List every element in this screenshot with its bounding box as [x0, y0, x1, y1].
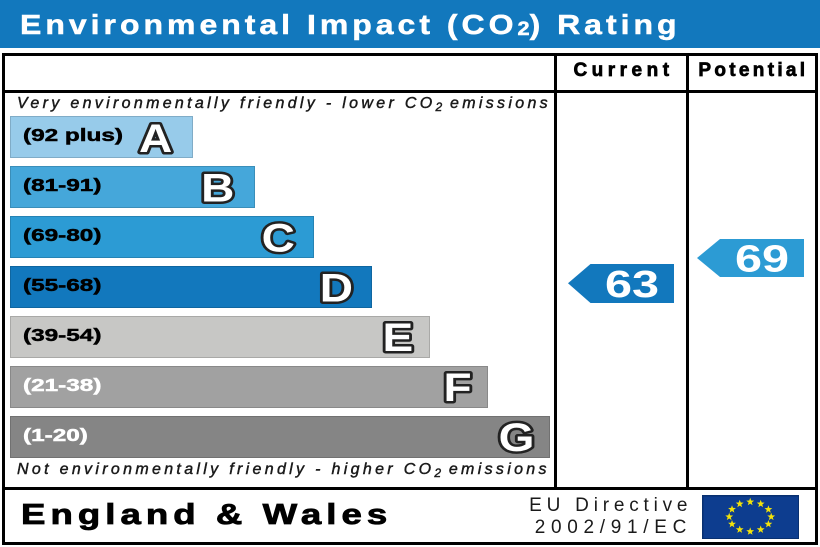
svg-text:A: A: [139, 117, 172, 161]
svg-text:E: E: [383, 316, 414, 360]
svg-text:D: D: [320, 266, 353, 310]
svg-text:F: F: [443, 366, 471, 410]
svg-text:69: 69: [735, 239, 789, 277]
svg-text:G: G: [499, 416, 535, 460]
svg-text:63: 63: [605, 264, 659, 303]
svg-text:B: B: [201, 166, 234, 210]
svg-text:C: C: [262, 216, 295, 260]
